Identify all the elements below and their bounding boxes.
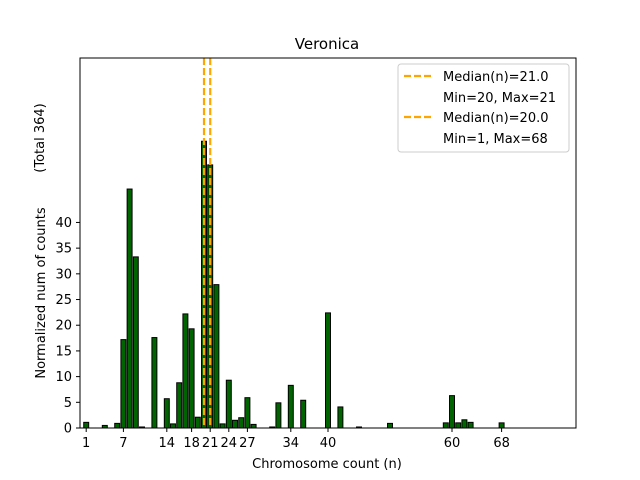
y-tick-label: 10 [55,370,72,385]
x-tick-label: 40 [320,436,337,451]
y-ticks: 0 5 10 15 20 25 30 35 40 [55,216,80,437]
x-tick-label: 18 [183,436,200,451]
x-axis-label: Chromosome count (n) [252,457,402,472]
x-tick-label: 60 [444,436,461,451]
bar-n-16 [176,382,183,429]
bar-n-24 [225,379,232,429]
bar-n-34 [287,384,294,429]
y-tick-label: 15 [55,344,72,359]
x-ticks: 1 7 14 18 21 24 27 34 40 60 68 [82,428,510,451]
bar-n-18 [188,328,195,429]
legend-entry-3: Median(n)=20.0 [443,111,549,126]
bar-n-62 [461,419,468,429]
bar-n-68 [498,422,505,429]
bar-n-63 [467,421,474,429]
x-tick-label: 68 [493,436,510,451]
legend: Median(n)=21.0 Min=20, Max=21 Median(n)=… [397,63,570,153]
bar-n-32 [275,402,282,429]
bar-n-7 [120,339,127,429]
legend-entry-4: Min=1, Max=68 [443,132,548,147]
y-tick-label: 35 [55,242,72,257]
y-axis-label: Normalized num of counts [34,207,49,378]
x-tick-label: 21 [202,436,219,451]
bar-n-36 [300,399,307,429]
bar-n-9 [132,256,139,429]
bar-n-61 [455,422,462,429]
y-tick-label: 25 [55,293,72,308]
bar-n-27 [244,397,251,429]
bar-n-50 [387,422,393,429]
bar-n-40 [325,312,331,429]
bar-n-6 [114,422,121,429]
bar-n-25 [232,419,238,429]
legend-entry-1: Median(n)=21.0 [443,70,549,85]
legend-entry-2: Min=20, Max=21 [443,91,556,106]
bar-n-23 [219,423,226,429]
legend-box [397,63,570,153]
bar-n-1 [83,421,90,429]
y-tick-label: 40 [55,216,72,231]
y-tick-label: 30 [55,267,72,282]
bars-layer [83,140,505,429]
bar-n-42 [337,406,344,429]
y-tick-label: 0 [64,422,72,437]
y-axis-total: (Total 364) [33,103,48,172]
bar-n-59 [442,422,449,429]
bar-n-8 [126,188,133,429]
x-tick-label: 34 [283,436,300,451]
y-tick-label: 5 [64,396,72,411]
x-tick-label: 1 [82,436,90,451]
x-tick-label: 7 [119,436,127,451]
bar-n-22 [213,284,220,429]
bar-n-19 [194,416,201,429]
bar-n-14 [163,398,170,429]
bar-n-15 [170,423,176,429]
x-tick-label: 24 [221,436,238,451]
y-tick-label: 20 [55,319,72,334]
chart-title: Veronica [295,35,359,53]
bar-n-26 [238,417,245,429]
bar-n-60 [449,395,455,429]
bar-n-17 [182,313,189,429]
bar-n-12 [151,337,158,429]
x-tick-label: 14 [159,436,176,451]
x-tick-label: 27 [239,436,256,451]
bar-n-28 [250,423,257,429]
median-lines [202,58,212,428]
